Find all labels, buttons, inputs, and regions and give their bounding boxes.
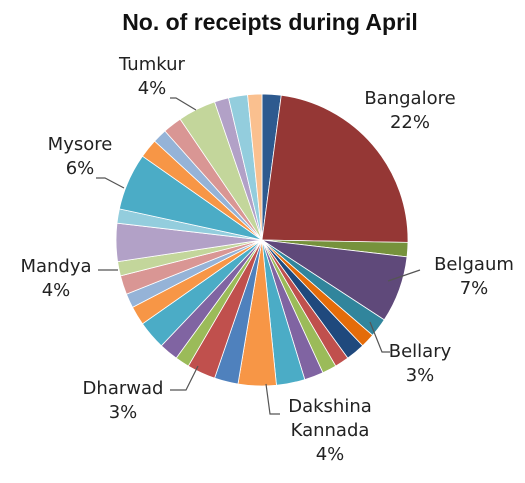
slice-label-percent: 4% (138, 78, 167, 99)
slice-label-name: Mandya (20, 256, 91, 277)
slice-label-name: Mysore (48, 134, 113, 155)
leader-line-dakshina-kannada (265, 383, 280, 415)
slice-label-name-part: Dakshina (288, 396, 372, 417)
pie-slice-bangalore (261, 94, 409, 243)
slice-label-percent: 4% (42, 280, 71, 301)
slice-label-percent: 7% (460, 278, 489, 299)
slice-label-name: Bellary (389, 341, 452, 362)
leader-line-belgaum (387, 269, 421, 282)
slice-label-name: Tumkur (118, 54, 185, 75)
slice-label-name-part: Kannada (291, 420, 370, 441)
leader-line-dharwad (170, 365, 199, 391)
slice-label-mandya: Mandya 4% (20, 256, 91, 301)
chart-title: No. of receipts during April (122, 9, 418, 35)
slice-label-percent: 6% (66, 158, 95, 179)
slice-label-percent: 3% (109, 402, 138, 423)
slice-label-percent: 22% (390, 112, 430, 133)
pie-labels: Bangalore 22% Belgaum 7% Bellary 3% Dakshina Ka… (20, 54, 513, 465)
slice-label-mysore: Mysore 6% (48, 134, 113, 179)
slice-label-dakshina-kannada: Dakshina Kannada 4% (288, 396, 372, 465)
slice-label-name: Bangalore (364, 88, 455, 109)
slice-label-name: Dharwad (83, 378, 164, 399)
slice-label-bellary: Bellary 3% (389, 341, 452, 386)
slice-label-belgaum: Belgaum 7% (434, 254, 514, 299)
leader-line-mysore (96, 177, 125, 189)
pie-slices (115, 93, 409, 387)
slice-label-dharwad: Dharwad 3% (83, 378, 164, 423)
pie-slice-30 (247, 93, 263, 241)
slice-label-bangalore: Bangalore 22% (364, 88, 455, 133)
slice-label-percent: 3% (406, 365, 435, 386)
leader-line-bellary (369, 321, 390, 353)
leader-line-tumkur (170, 97, 197, 111)
slice-label-percent: 4% (316, 444, 345, 465)
slice-label-tumkur: Tumkur 4% (118, 54, 185, 99)
slice-label-name: Belgaum (434, 254, 514, 275)
